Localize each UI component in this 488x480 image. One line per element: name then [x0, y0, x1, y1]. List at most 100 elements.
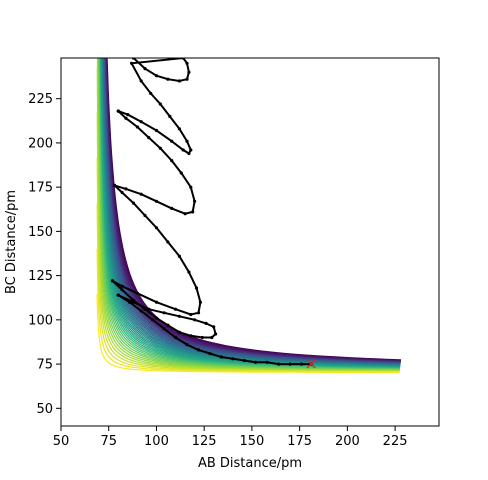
- contour-level: [96, 294, 400, 374]
- trajectory-point: [265, 360, 269, 364]
- trajectory-point: [254, 360, 258, 364]
- trajectory-point: [166, 77, 170, 81]
- trajectory-point: [151, 318, 155, 322]
- trajectory-line: [111, 58, 312, 366]
- x-tick-label: 50: [53, 434, 70, 449]
- trajectory-path: [110, 58, 313, 366]
- trajectory-point: [231, 357, 235, 361]
- trajectory-point: [170, 206, 174, 210]
- y-tick-label: 100: [28, 313, 53, 328]
- contour-lines: [96, 58, 402, 374]
- trajectory-point: [135, 291, 139, 295]
- trajectory-point: [154, 316, 159, 320]
- trajectory-point: [158, 146, 162, 150]
- trajectory-point: [185, 61, 189, 65]
- trajectory-point: [124, 187, 128, 191]
- trajectory-point: [120, 284, 124, 288]
- end-marker: [306, 359, 316, 369]
- trajectory-point: [143, 213, 147, 218]
- trajectory-point: [204, 321, 208, 325]
- trajectory-point: [139, 309, 143, 313]
- trajectory-point: [112, 183, 117, 187]
- trajectory-point: [179, 171, 183, 175]
- trajectory-point: [198, 300, 202, 304]
- contour-level: [102, 58, 401, 365]
- y-tick-label: 50: [36, 402, 53, 417]
- trajectory-point: [193, 318, 197, 322]
- trajectory-point: [191, 210, 195, 214]
- trajectory-point: [130, 61, 134, 65]
- trajectory-point: [187, 70, 191, 74]
- trajectory-point: [177, 314, 181, 318]
- trajectory-point: [189, 312, 193, 317]
- trajectory-point: [193, 199, 197, 203]
- trajectory-point: [143, 67, 147, 71]
- trajectory-point: [120, 288, 124, 292]
- trajectory-point: [187, 270, 191, 274]
- y-tick-label: 175: [28, 181, 53, 196]
- x-tick-label: 100: [144, 434, 169, 449]
- x-tick-label: 225: [383, 434, 408, 449]
- trajectory-point: [139, 120, 143, 124]
- contour-level: [101, 58, 401, 367]
- y-tick-label: 150: [28, 225, 53, 240]
- trajectory-point: [181, 148, 185, 152]
- trajectory-point: [120, 190, 124, 195]
- trajectory-point: [196, 311, 201, 315]
- y-axis-label: BC Distance/pm: [4, 190, 19, 294]
- y-axis-ticks: 50 75 100 125 150 175 200 225: [28, 92, 61, 417]
- trajectory-point: [214, 332, 218, 336]
- trajectory-point: [147, 307, 151, 311]
- trajectory-point: [139, 79, 143, 83]
- trajectory-point: [166, 323, 170, 327]
- y-tick-label: 225: [28, 92, 53, 107]
- y-tick-label: 200: [28, 136, 53, 151]
- trajectory-point: [194, 286, 199, 290]
- trajectory-point: [173, 307, 178, 311]
- trajectory-point: [154, 226, 159, 230]
- contour-level: [96, 112, 400, 372]
- trajectory-point: [277, 362, 281, 366]
- trajectory-point: [135, 125, 139, 129]
- trajectory-point: [219, 355, 223, 359]
- x-axis-label: AB Distance/pm: [198, 456, 302, 471]
- trajectory-point: [177, 127, 181, 131]
- trajectory-point: [189, 334, 193, 338]
- y-tick-label: 125: [28, 269, 53, 284]
- trajectory-point: [196, 348, 201, 352]
- contour-level: [105, 58, 401, 363]
- trajectory-point: [208, 351, 212, 356]
- contour-level: [96, 248, 400, 373]
- trajectory-point: [154, 74, 159, 78]
- trajectory-point: [200, 335, 204, 340]
- trajectory-point: [212, 325, 216, 329]
- trajectory-point: [185, 343, 189, 347]
- trajectory-point: [177, 254, 181, 258]
- trajectory-point: [128, 300, 132, 304]
- trajectory-point: [147, 136, 151, 140]
- trajectory-point: [116, 109, 120, 113]
- trajectory-point: [143, 307, 147, 311]
- x-tick-label: 125: [192, 434, 217, 449]
- trajectory-point: [126, 113, 130, 117]
- contour-level: [100, 58, 401, 368]
- trajectory-point: [170, 159, 174, 163]
- end-marker-stroke: [306, 359, 316, 369]
- trajectory-point: [242, 358, 246, 363]
- trajectory-point: [173, 335, 178, 340]
- plot-frame: [60, 57, 440, 427]
- contour-level: [99, 58, 401, 369]
- trajectory-point: [124, 116, 128, 120]
- contour-level: [101, 58, 401, 366]
- trajectory-point: [185, 77, 189, 81]
- trajectory-point: [187, 151, 191, 156]
- contour-level: [100, 58, 401, 368]
- trajectory-point: [162, 327, 166, 331]
- contour-level: [96, 158, 400, 373]
- trajectory-point: [166, 240, 170, 244]
- contour-level: [100, 58, 401, 367]
- contour-level: [99, 58, 401, 369]
- trajectory-point: [183, 212, 187, 216]
- contour-level: [105, 58, 401, 362]
